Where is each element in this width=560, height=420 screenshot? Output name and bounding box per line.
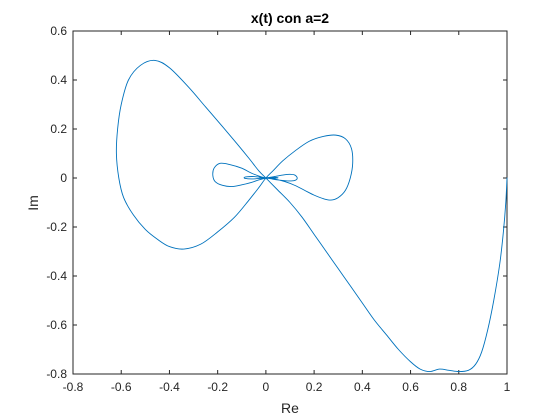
y-tick-label: -0.8 [46,367,67,381]
y-tick-label: 0 [60,171,67,185]
y-tick-label: 0.4 [50,73,67,87]
y-axis-ticks: -0.8 -0.6 -0.4 -0.2 0 0.2 0.4 0.6 [46,24,507,381]
y-tick-label: 0.2 [50,122,67,136]
x-tick-label: 0.4 [354,380,371,394]
y-tick-label: 0.6 [50,24,67,38]
y-tick-label: -0.4 [46,269,67,283]
axes-box [72,30,508,375]
x-tick-label: -0.6 [111,380,132,394]
chart-title: x(t) con a=2 [251,10,329,26]
x-axis-label: Re [281,400,299,416]
x-tick-label: 0.6 [402,380,419,394]
x-tick-label: -0.2 [207,380,228,394]
x-tick-label: -0.4 [159,380,180,394]
y-tick-label: -0.6 [46,318,67,332]
x-tick-label: 0.2 [306,380,323,394]
x-axis-ticks: -0.8 -0.6 -0.4 -0.2 0 0.2 0.4 0.6 0.8 1 [63,31,511,394]
x-tick-label: 0 [263,380,270,394]
y-axis-label: Im [25,195,41,211]
x-tick-label: 1 [504,380,511,394]
x-tick-label: 0.8 [450,380,467,394]
x-tick-label: -0.8 [63,380,84,394]
series-line [115,59,508,372]
y-tick-label: -0.2 [46,220,67,234]
axes-frame [72,30,508,375]
series-group [115,59,508,372]
